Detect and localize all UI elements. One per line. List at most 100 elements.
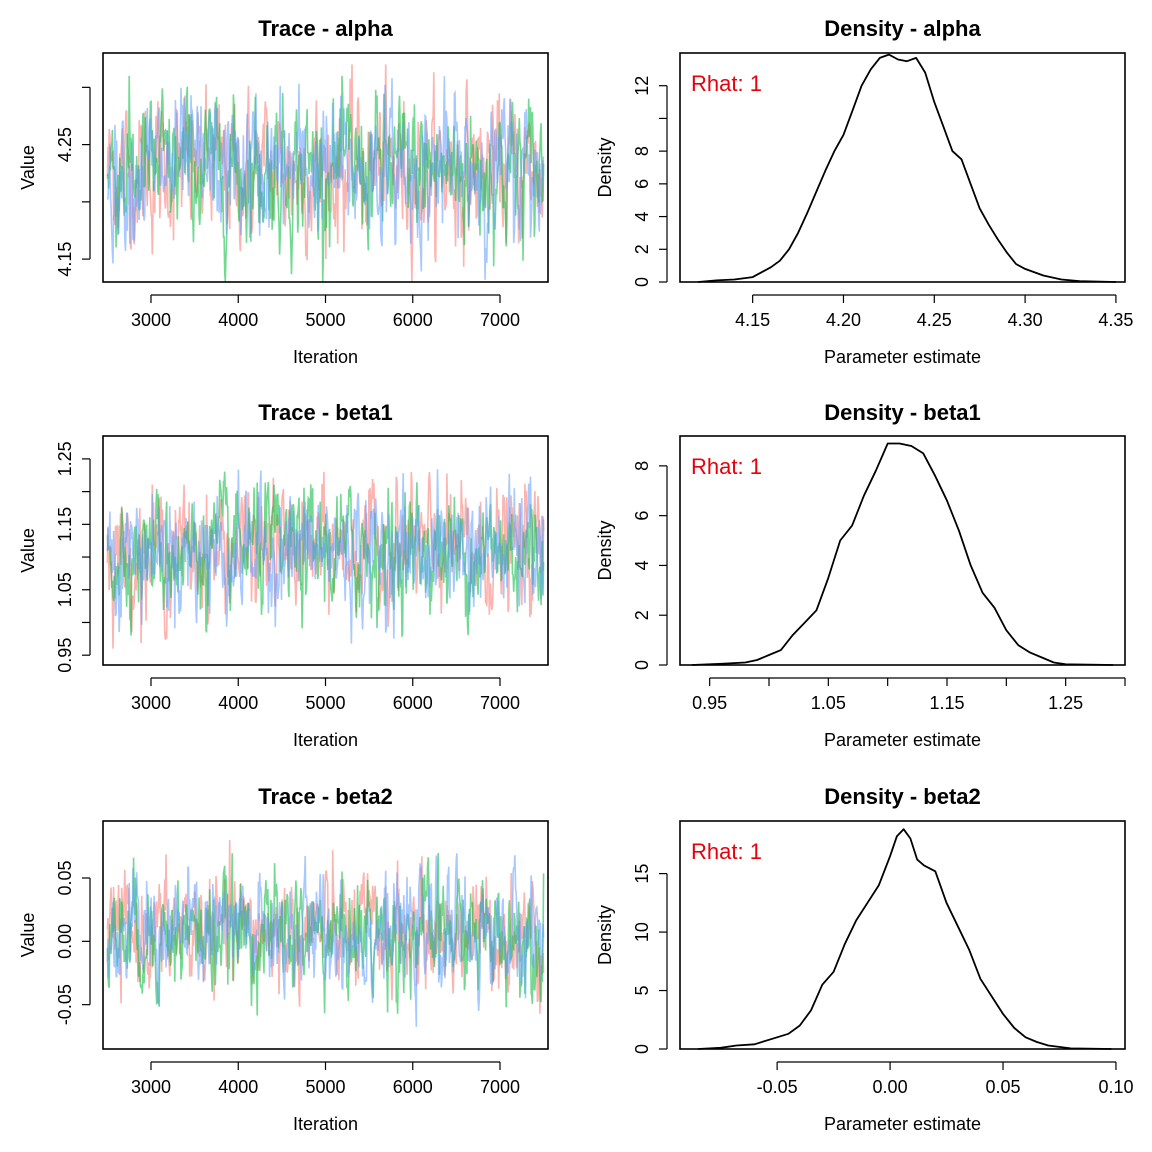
panel-trace-4: Trace - beta2 3000 4000 5000 6000 7000 Iterati… (18, 784, 549, 1134)
y-tick-label: 1.15 (55, 507, 75, 542)
x-axis-label: Iteration (293, 347, 358, 367)
x-tick-label: 7000 (480, 693, 520, 713)
y-axis: 0 5 10 15 (632, 864, 668, 1054)
x-tick-label: 1.05 (811, 693, 846, 713)
y-axis-label: Value (18, 145, 38, 190)
rhat-annotation: Rhat: 1 (691, 839, 762, 864)
y-axis: 0 2 4 6 8 12 (632, 76, 668, 287)
x-tick-label: 3000 (131, 693, 171, 713)
trace-line-chain-3 (106, 853, 545, 1027)
rhat-annotation: Rhat: 1 (691, 71, 762, 96)
y-tick-label: 5 (632, 986, 652, 996)
x-tick-label: 4.30 (1008, 310, 1043, 330)
x-tick-label: -0.05 (757, 1077, 798, 1097)
y-tick-label: 12 (632, 76, 652, 96)
y-tick-label: 0.00 (55, 924, 75, 959)
y-tick-label: 2 (632, 610, 652, 620)
panel-trace-0: Trace - alpha 3000 4000 5000 6000 7000 Iterati… (18, 16, 549, 367)
x-tick-label: 4.25 (917, 310, 952, 330)
y-axis: 0 2 4 6 8 (632, 461, 668, 670)
y-axis: -0.05 0.00 0.05 (55, 860, 91, 1025)
chart-title: Density - alpha (824, 16, 981, 41)
density-curve (698, 53, 1116, 283)
chart-title: Trace - alpha (258, 16, 393, 41)
y-axis-label: Value (18, 528, 38, 573)
x-tick-label: 0.00 (873, 1077, 908, 1097)
y-tick-label: 2 (632, 244, 652, 254)
x-tick-label: 5000 (305, 693, 345, 713)
x-axis-label: Parameter estimate (824, 347, 981, 367)
y-tick-label: 4 (632, 560, 652, 570)
x-axis: 3000 4000 5000 6000 7000 (131, 294, 520, 330)
rhat-annotation: Rhat: 1 (691, 454, 762, 479)
x-tick-label: 0.95 (692, 693, 727, 713)
y-tick-label: 4.15 (55, 242, 75, 277)
density-curve (691, 442, 1114, 666)
x-axis: 3000 4000 5000 6000 7000 (131, 1061, 520, 1097)
y-tick-label: 4.25 (55, 127, 75, 162)
x-tick-label: 0.10 (1098, 1077, 1133, 1097)
plot-frame (102, 820, 549, 1050)
x-tick-label: 4000 (218, 310, 258, 330)
y-tick-label: -0.05 (55, 984, 75, 1025)
y-axis-label: Density (595, 520, 615, 580)
plot-frame (679, 52, 1126, 283)
y-axis: 0.95 1.05 1.15 1.25 (55, 441, 91, 673)
x-tick-label: 7000 (480, 310, 520, 330)
y-tick-label: 0 (632, 660, 652, 670)
y-axis-label: Density (595, 137, 615, 197)
y-tick-label: 15 (632, 864, 652, 884)
y-tick-label: 0 (632, 1044, 652, 1054)
y-axis-label: Density (595, 905, 615, 965)
chart-title: Trace - beta1 (258, 400, 393, 425)
x-axis-label: Parameter estimate (824, 730, 981, 750)
x-tick-label: 5000 (305, 310, 345, 330)
x-tick-label: 6000 (393, 1077, 433, 1097)
x-tick-label: 7000 (480, 1077, 520, 1097)
x-tick-label: 0.05 (985, 1077, 1020, 1097)
x-tick-label: 1.15 (929, 693, 964, 713)
x-axis-label: Parameter estimate (824, 1114, 981, 1134)
x-tick-label: 5000 (305, 1077, 345, 1097)
panel-density-5: Density - beta2 Rhat: 1 -0.05 0.00 0.05 0.10 P… (595, 784, 1133, 1134)
y-tick-label: 1.25 (55, 441, 75, 476)
y-tick-label: 6 (632, 511, 652, 521)
x-tick-label: 4000 (218, 1077, 258, 1097)
y-tick-label: 0.95 (55, 638, 75, 673)
density-curve (698, 828, 1112, 1050)
y-tick-label: 1.05 (55, 572, 75, 607)
y-tick-label: 4 (632, 212, 652, 222)
x-axis: 3000 4000 5000 6000 7000 (131, 677, 520, 713)
y-tick-label: 0 (632, 277, 652, 287)
plot-frame (679, 435, 1126, 666)
chart-title: Trace - beta2 (258, 784, 393, 809)
x-tick-label: 6000 (393, 310, 433, 330)
y-tick-label: 6 (632, 179, 652, 189)
plot-frame (102, 52, 549, 283)
x-axis-label: Iteration (293, 730, 358, 750)
x-tick-label: 1.25 (1048, 693, 1083, 713)
y-tick-label: 8 (632, 146, 652, 156)
panel-density-3: Density - beta1 Rhat: 1 0.95 1.05 1.15 1.25 Pa… (595, 400, 1126, 750)
plot-frame (102, 435, 549, 666)
x-tick-label: 6000 (393, 693, 433, 713)
x-tick-label: 3000 (131, 310, 171, 330)
panel-trace-2: Trace - beta1 3000 4000 5000 6000 7000 Iterati… (18, 400, 549, 750)
y-tick-label: 10 (632, 922, 652, 942)
trace-line-chain-3 (106, 469, 545, 644)
x-tick-label: 4.15 (735, 310, 770, 330)
plot-frame (679, 820, 1126, 1050)
x-axis-label: Iteration (293, 1114, 358, 1134)
chart-title: Density - beta1 (824, 400, 981, 425)
x-tick-label: 4.35 (1098, 310, 1133, 330)
y-axis: 4.15 4.25 (55, 86, 91, 277)
y-tick-label: 8 (632, 461, 652, 471)
y-tick-label: 0.05 (55, 860, 75, 895)
x-tick-label: 4.20 (826, 310, 861, 330)
x-tick-label: 3000 (131, 1077, 171, 1097)
y-axis-label: Value (18, 913, 38, 958)
chart-title: Density - beta2 (824, 784, 981, 809)
x-axis: 4.15 4.20 4.25 4.30 4.35 (735, 294, 1133, 330)
